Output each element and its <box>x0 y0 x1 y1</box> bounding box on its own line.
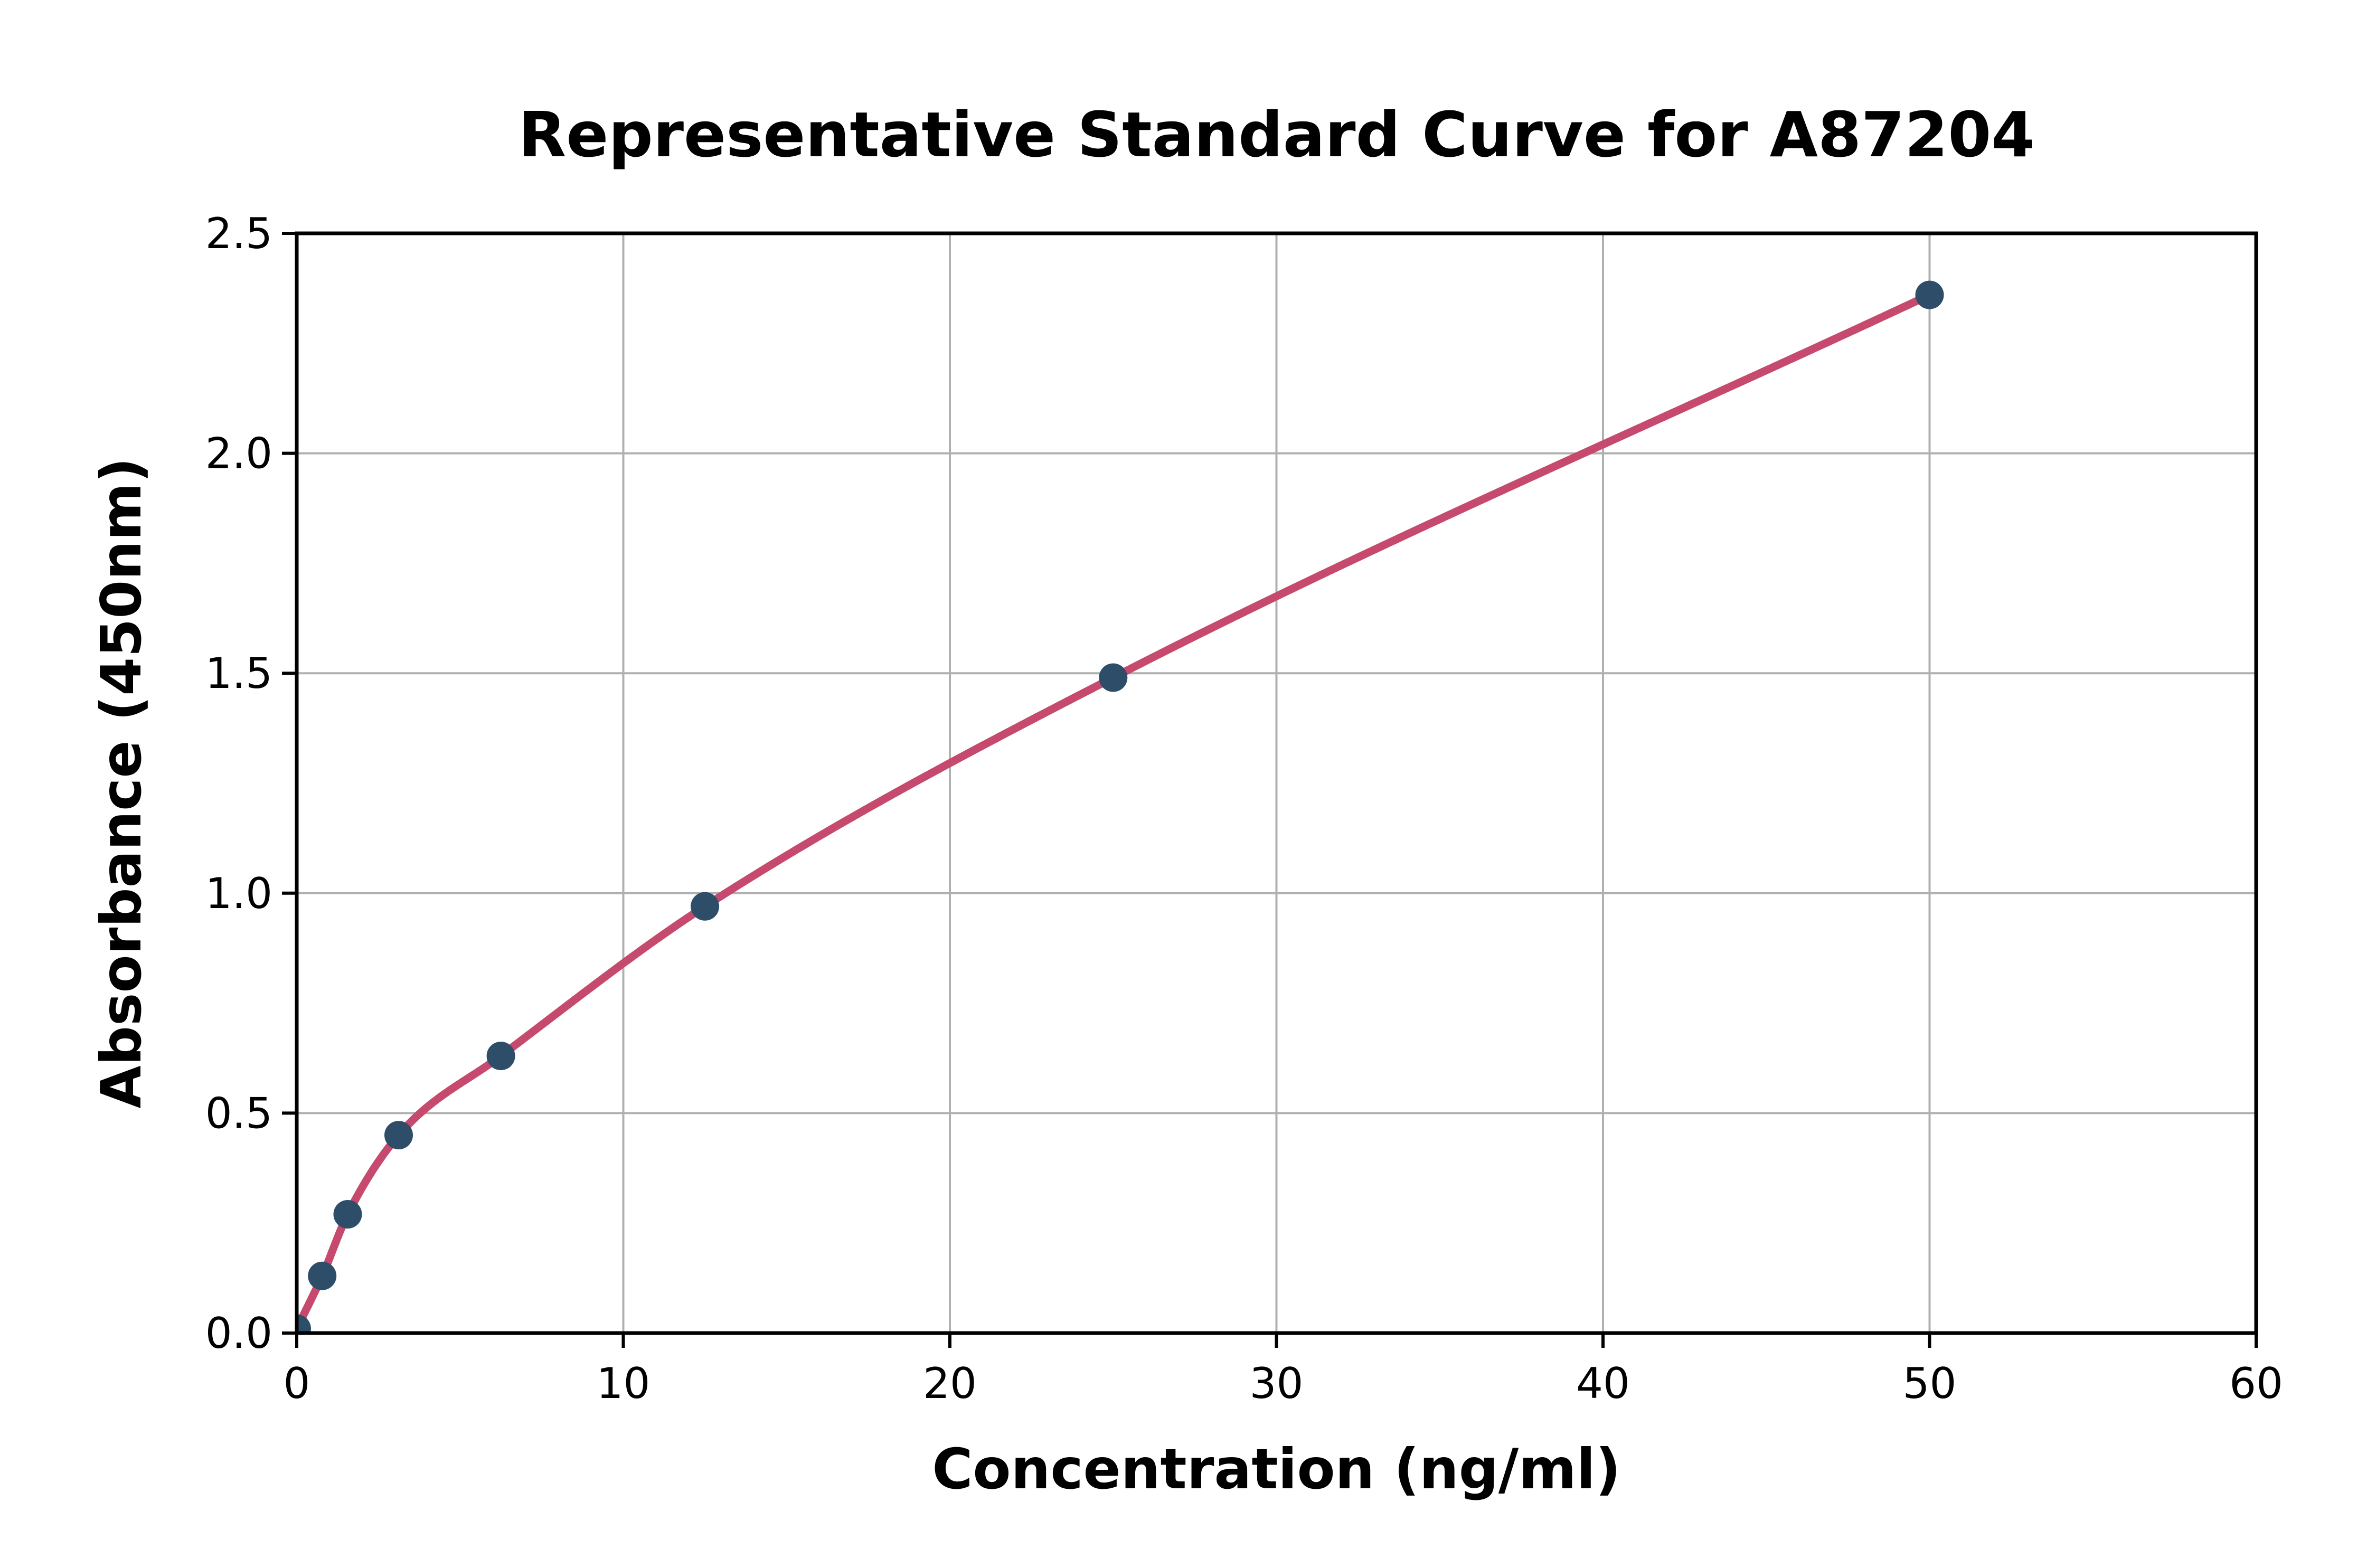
data-point <box>308 1261 337 1290</box>
y-tick-label: 2.5 <box>205 209 272 258</box>
data-point <box>384 1121 413 1150</box>
x-tick-label: 20 <box>923 1359 977 1408</box>
fit-curve <box>297 291 1934 1333</box>
data-point <box>1099 663 1128 692</box>
x-tick-label: 40 <box>1576 1359 1630 1408</box>
y-tick-label: 0.0 <box>205 1309 272 1358</box>
y-tick-label: 0.5 <box>205 1089 272 1138</box>
data-point <box>691 892 720 921</box>
data-point <box>333 1200 362 1229</box>
x-tick-label: 10 <box>597 1359 650 1408</box>
y-tick-label: 2.0 <box>205 429 272 478</box>
chart-title: Representative Standard Curve for A87204 <box>518 98 2035 171</box>
x-axis-label: Concentration (ng/ml) <box>932 1437 1621 1501</box>
x-tick-label: 30 <box>1250 1359 1304 1408</box>
y-tick-label: 1.0 <box>205 869 272 918</box>
x-tick-label: 50 <box>1903 1359 1957 1408</box>
y-tick-label: 1.5 <box>205 649 272 698</box>
x-tick-label: 0 <box>284 1359 310 1408</box>
x-tick-label: 60 <box>2229 1359 2283 1408</box>
data-point <box>486 1042 515 1071</box>
data-point <box>297 1314 311 1333</box>
standard-points <box>297 280 1944 1333</box>
data-point <box>1915 280 1944 309</box>
